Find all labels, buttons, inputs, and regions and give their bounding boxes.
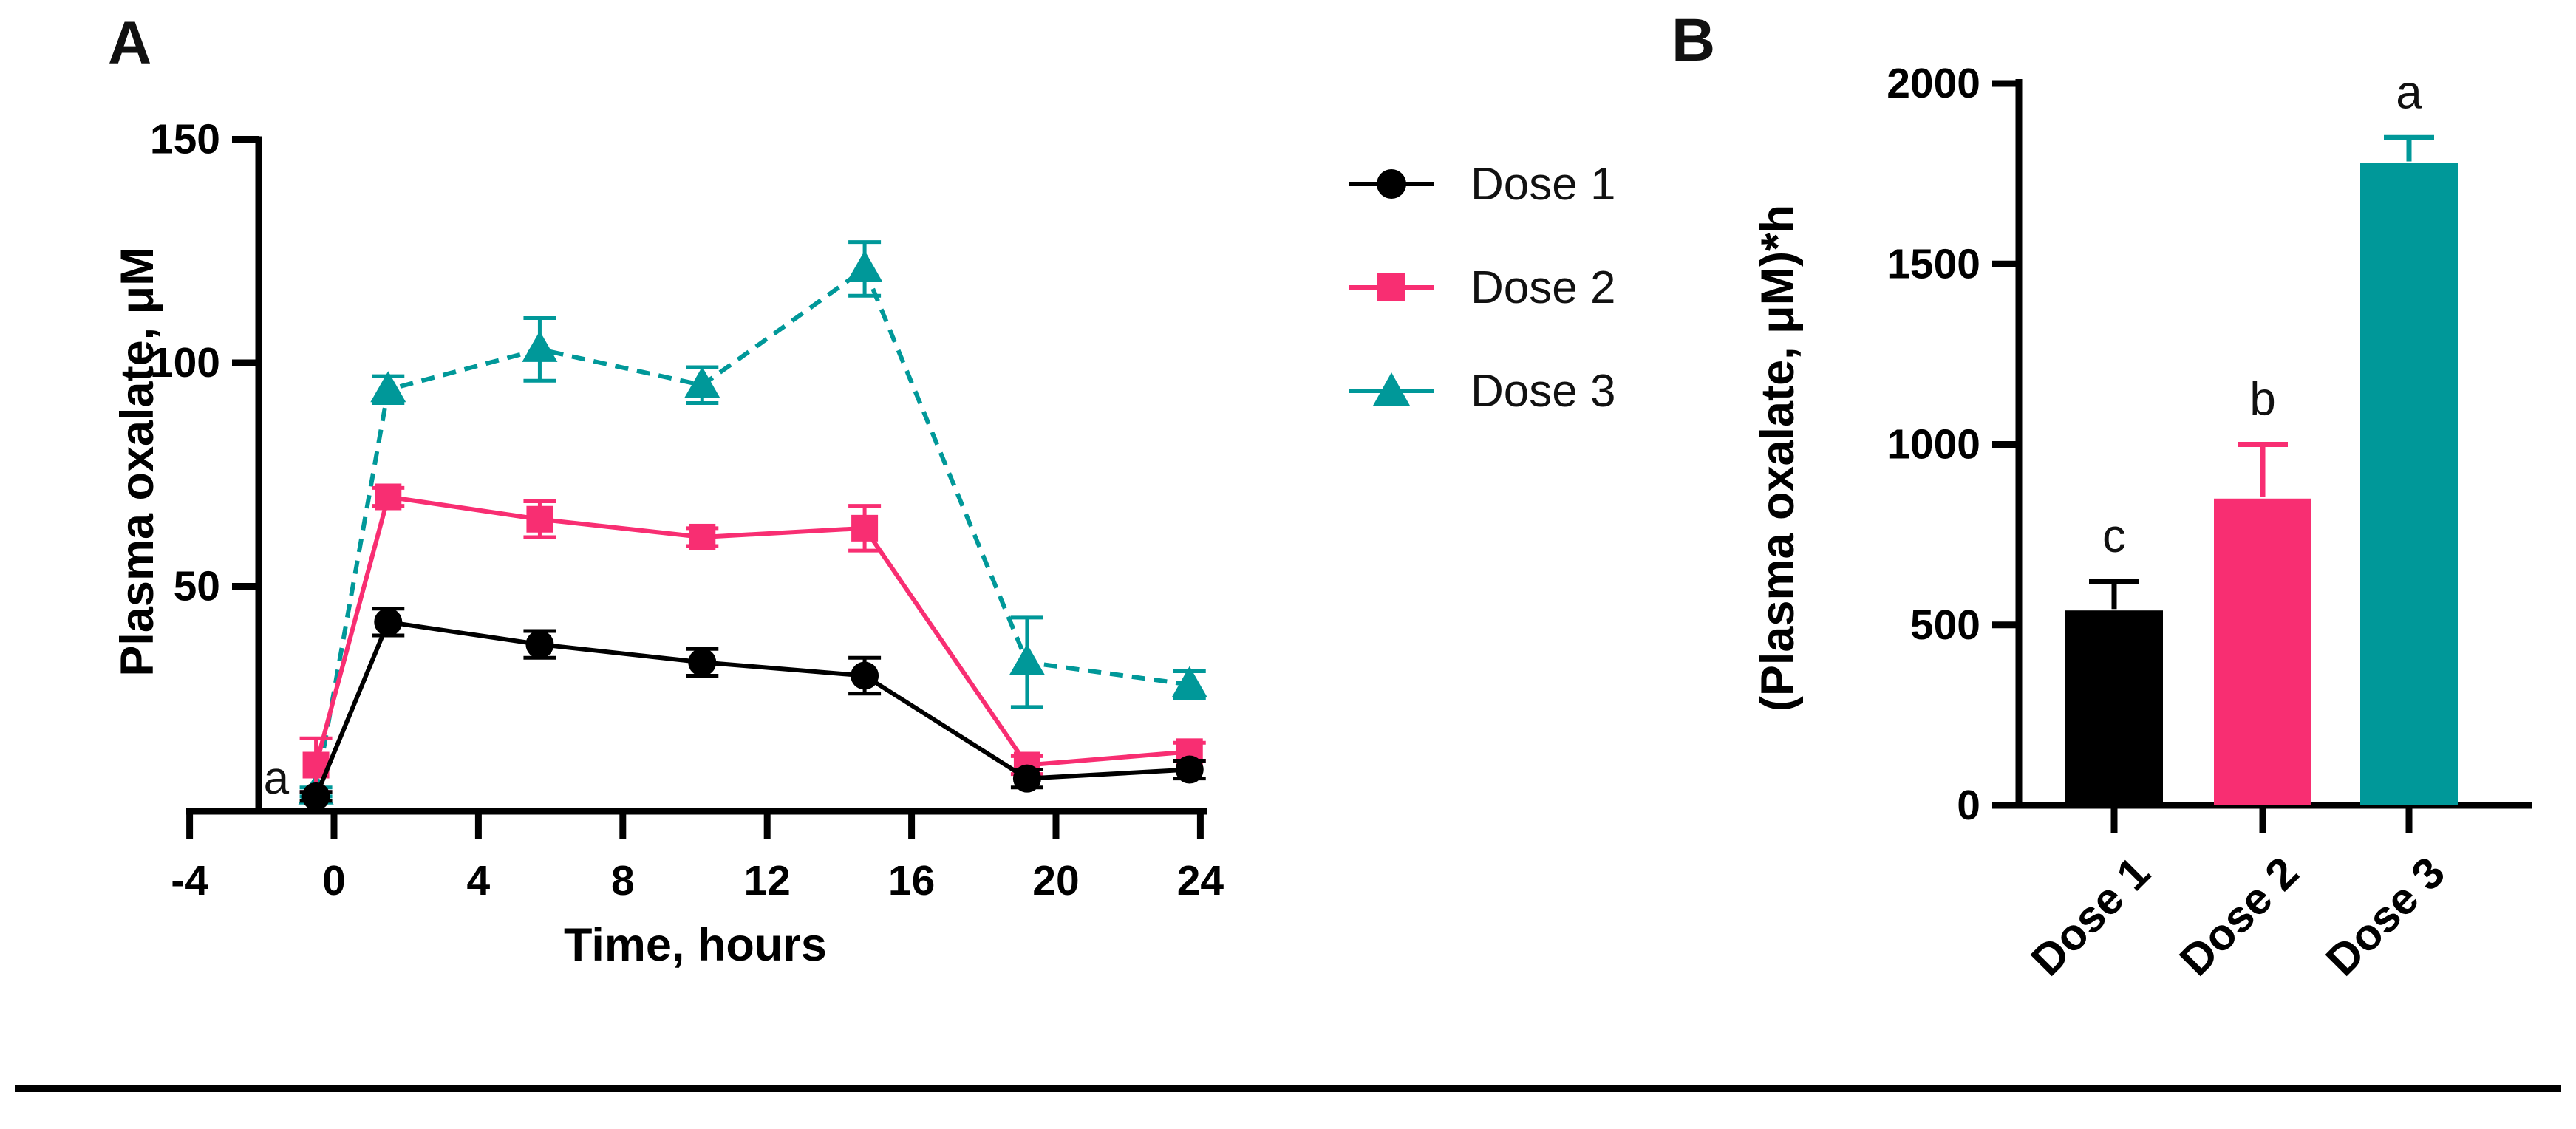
series-dose-3 [298, 240, 1207, 805]
marker-circle-icon [374, 607, 403, 636]
y-axis-title: Plasma oxalate, μM [112, 247, 163, 676]
x-tick-label: 8 [611, 857, 635, 904]
legend: Dose 1 Dose 2 Dose 3 [1346, 146, 1615, 429]
series-line-dose-3 [313, 265, 1190, 793]
marker-triangle-icon [522, 330, 558, 362]
divider-rule [15, 1085, 2561, 1092]
legend-label: Dose 2 [1471, 262, 1616, 313]
bar-dose-2 [2214, 498, 2311, 805]
x-tick-label: -4 [171, 857, 208, 904]
panel-a-letter: A [108, 10, 152, 77]
square-icon [1349, 273, 1434, 301]
marker-circle-icon [851, 661, 879, 690]
y-tick-label: 50 [174, 563, 220, 610]
marker-circle-icon [1175, 755, 1204, 784]
series-dose-2 [299, 483, 1206, 794]
y-tick-label: 100 [150, 339, 220, 386]
panel-b-chart: 0 500 1000 1500 2000 (Plasma oxalate, μM)*h c D… [1752, 60, 2532, 986]
x-tick-label: 24 [1177, 857, 1224, 904]
y-tick-label: 2000 [1887, 60, 1980, 107]
y-tick-label: 150 [150, 116, 220, 163]
x-tick-label: 20 [1032, 857, 1079, 904]
y-axis-title: (Plasma oxalate, μM)*h [1752, 205, 1804, 712]
marker-square-icon [851, 514, 879, 542]
x-tick-label: 0 [322, 857, 346, 904]
legend-label: Dose 1 [1471, 158, 1616, 210]
marker-square-icon [689, 523, 716, 550]
legend-item-dose-2: Dose 2 [1346, 250, 1615, 325]
x-tick-label: 4 [467, 857, 491, 904]
series-dose-1 [299, 607, 1206, 811]
annotation-a: a [264, 753, 290, 804]
x-tick-label: 12 [743, 857, 790, 904]
series-line-dose-1 [313, 619, 1190, 797]
marker-triangle-icon [847, 250, 883, 282]
y-tick-label: 1000 [1887, 421, 1980, 468]
marker-triangle-icon [1009, 644, 1045, 675]
marker-circle-icon [1012, 764, 1041, 793]
marker-circle-icon [688, 648, 717, 677]
triangle-icon [1349, 372, 1434, 406]
y-tick-label: 500 [1910, 601, 1980, 649]
panel-a-chart: -4 0 4 8 12 16 20 24 50 100 150 Time, hours Plasma o… [112, 116, 1224, 972]
significance-letter: a [2396, 65, 2422, 118]
marker-circle-icon [301, 782, 330, 811]
bar-dose-3 [2360, 163, 2458, 806]
legend-label: Dose 3 [1471, 365, 1616, 417]
x-category-label: Dose 2 [2170, 847, 2308, 986]
marker-triangle-icon [370, 371, 406, 403]
circle-icon [1349, 169, 1434, 199]
y-tick-label: 1500 [1887, 240, 1980, 287]
marker-square-icon [526, 505, 553, 533]
x-axis-title: Time, hours [564, 919, 827, 971]
significance-letter: b [2249, 372, 2276, 426]
bar-dose-1 [2065, 610, 2163, 805]
x-category-label: Dose 3 [2317, 847, 2455, 986]
legend-item-dose-1: Dose 1 [1346, 146, 1615, 222]
marker-circle-icon [525, 630, 554, 659]
legend-item-dose-3: Dose 3 [1346, 353, 1615, 429]
marker-square-icon [375, 483, 402, 511]
x-category-label: Dose 1 [2022, 847, 2160, 986]
marker-triangle-icon [1171, 666, 1207, 697]
significance-letter: c [2102, 509, 2126, 562]
panel-b-letter: B [1672, 7, 1716, 74]
y-tick-label: 0 [1957, 782, 1980, 829]
marker-triangle-icon [684, 366, 720, 398]
x-tick-label: 16 [888, 857, 935, 904]
